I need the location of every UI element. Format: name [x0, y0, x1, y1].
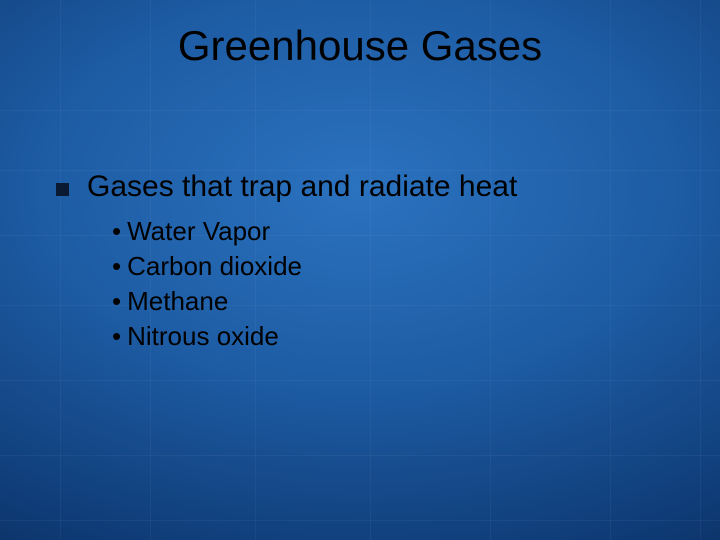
list-item: •Methane — [112, 284, 680, 319]
list-item-label: Methane — [127, 286, 228, 316]
slide-content: Gases that trap and radiate heat •Water … — [56, 170, 680, 354]
heading-text: Gases that trap and radiate heat — [87, 170, 517, 204]
sub-list: •Water Vapor •Carbon dioxide •Methane •N… — [112, 214, 680, 354]
slide-title: Greenhouse Gases — [0, 22, 720, 70]
list-item: •Water Vapor — [112, 214, 680, 249]
list-item-label: Carbon dioxide — [127, 251, 302, 281]
list-item: •Nitrous oxide — [112, 319, 680, 354]
list-item-label: Water Vapor — [127, 216, 270, 246]
dot-bullet-icon: • — [112, 284, 121, 319]
dot-bullet-icon: • — [112, 214, 121, 249]
dot-bullet-icon: • — [112, 249, 121, 284]
list-item: •Carbon dioxide — [112, 249, 680, 284]
square-bullet-icon — [56, 183, 69, 196]
heading-row: Gases that trap and radiate heat — [56, 170, 680, 204]
dot-bullet-icon: • — [112, 319, 121, 354]
list-item-label: Nitrous oxide — [127, 321, 279, 351]
